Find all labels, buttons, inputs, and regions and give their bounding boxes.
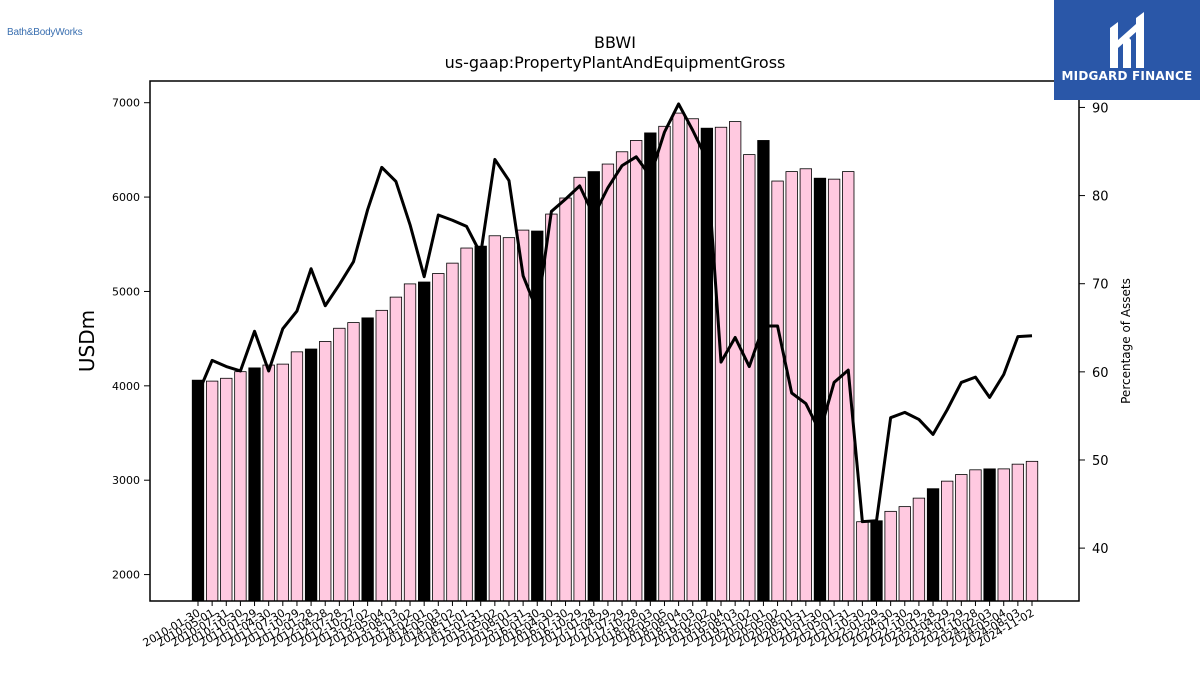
bar — [488, 235, 502, 602]
y2-tick-label: 70 — [1092, 278, 1109, 293]
bar — [615, 151, 629, 602]
bar — [601, 163, 615, 602]
bar — [205, 380, 219, 602]
bar — [276, 363, 289, 602]
bar — [827, 178, 841, 602]
y-tick-label: 4000 — [112, 380, 140, 393]
bar — [347, 322, 360, 602]
bar — [884, 510, 897, 602]
chart-title: BBWI — [594, 33, 636, 52]
y-axis-left: 2000 3000 4000 5000 6000 7000 — [112, 97, 150, 582]
bar — [304, 348, 318, 602]
bar — [644, 132, 657, 602]
y-tick-label: 5000 — [112, 285, 140, 298]
bar — [842, 171, 855, 602]
bar — [502, 237, 516, 602]
plot-frame — [149, 80, 1080, 602]
bar — [220, 377, 233, 602]
bar — [545, 213, 558, 602]
bar — [191, 379, 205, 602]
midgard-finance-logo: MIDGARD FINANCE — [1054, 0, 1200, 100]
bar — [573, 176, 586, 602]
x-axis: 2010-01-302010-05-012010-07-312010-10-30… — [141, 601, 1037, 650]
bar — [630, 140, 643, 602]
percent-series — [196, 102, 1033, 524]
y-axis-label: USDm — [75, 310, 99, 372]
bar — [403, 283, 417, 602]
bar — [446, 262, 459, 602]
bar — [686, 118, 699, 602]
bar — [955, 474, 968, 602]
bar — [432, 273, 445, 602]
bar — [418, 281, 431, 602]
y2-tick-label: 40 — [1092, 542, 1109, 557]
y2-tick-label: 80 — [1092, 190, 1109, 205]
bar — [729, 121, 742, 602]
y2-tick-label: 90 — [1092, 101, 1109, 116]
y-tick-label: 2000 — [112, 569, 140, 582]
bar — [1025, 460, 1039, 602]
y-tick-label: 6000 — [112, 191, 140, 204]
y-tick-label: 3000 — [112, 474, 140, 487]
y2-tick-label: 50 — [1092, 454, 1109, 469]
bar — [559, 197, 572, 602]
bar — [290, 351, 304, 602]
bar — [474, 245, 487, 602]
bar — [234, 371, 247, 602]
bar — [389, 296, 403, 602]
y-tick-label: 7000 — [112, 97, 140, 110]
bar — [983, 468, 996, 602]
chart-subtitle: us-gaap:PropertyPlantAndEquipmentGross — [445, 53, 786, 72]
bar — [997, 468, 1010, 602]
bar — [799, 168, 812, 602]
bar — [658, 125, 671, 602]
bar-series — [191, 112, 1039, 602]
midgard-finance-text: MIDGARD FINANCE — [1061, 69, 1193, 83]
midgard-logo-icon — [1110, 12, 1144, 68]
bar — [672, 112, 685, 602]
bar — [333, 327, 346, 602]
bar — [361, 317, 374, 602]
y2-axis-label: Percentage of Assets — [1119, 278, 1133, 404]
bar — [898, 506, 911, 602]
bar — [460, 247, 473, 602]
y-axis-right: 40 50 60 70 80 90 — [1079, 101, 1109, 557]
bar — [757, 140, 770, 602]
bar — [941, 480, 954, 602]
bath-body-works-logo: Bath&BodyWorks — [7, 27, 83, 38]
bar — [969, 469, 982, 602]
bar — [870, 520, 883, 602]
bar — [856, 521, 869, 602]
bar — [926, 488, 940, 602]
bar — [1011, 463, 1025, 602]
bar — [375, 309, 388, 602]
percent-line — [196, 102, 1033, 524]
bar — [587, 171, 600, 602]
y2-tick-label: 60 — [1092, 366, 1109, 381]
bar — [771, 180, 784, 602]
bar — [248, 367, 261, 602]
bar — [912, 497, 926, 602]
bar — [714, 126, 728, 602]
bar — [743, 154, 756, 602]
bar — [813, 177, 827, 602]
bar — [262, 364, 275, 602]
bar — [319, 341, 332, 602]
